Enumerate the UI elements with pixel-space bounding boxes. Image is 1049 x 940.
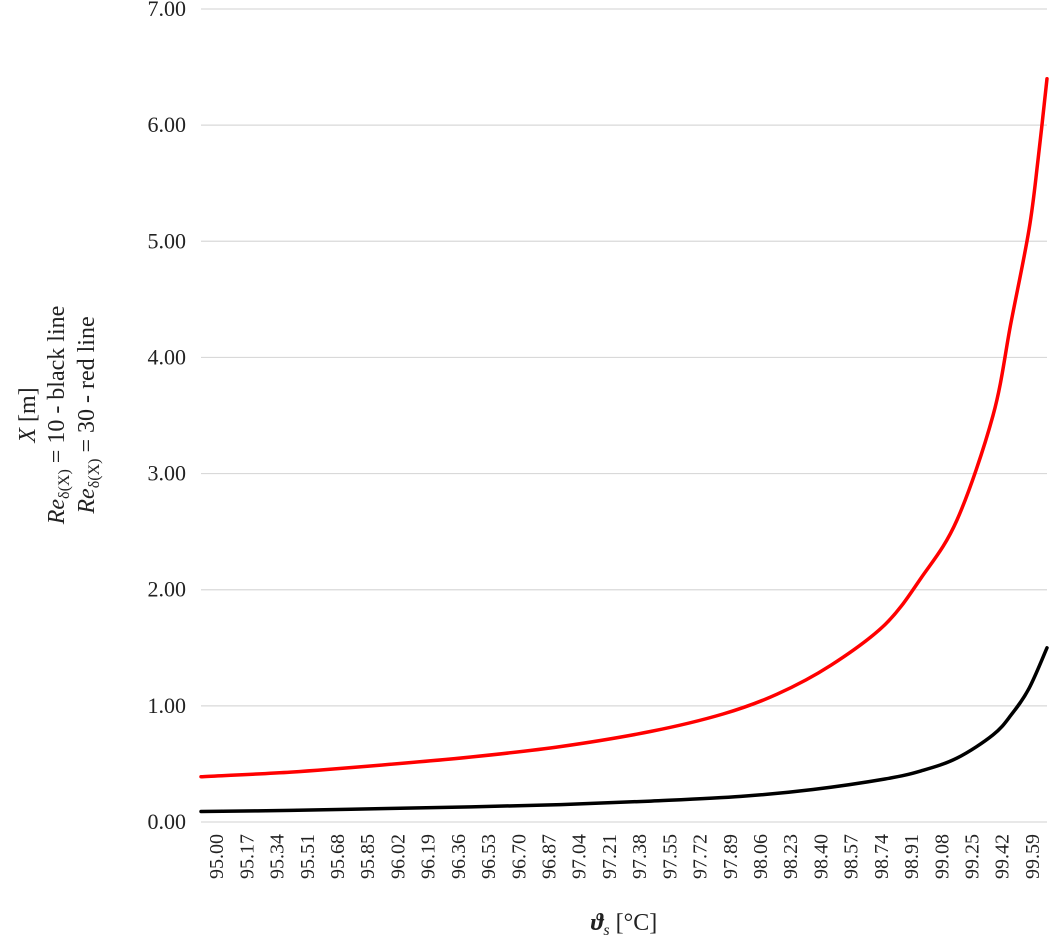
x-tick-label: 97.55 [659, 834, 681, 879]
y-tick-label: 6.00 [148, 112, 187, 137]
x-tick-label: 95.68 [327, 834, 349, 879]
x-tick-label: 98.23 [780, 834, 802, 879]
x-axis-title: ϑs [°C] [591, 910, 657, 939]
series-line [199, 76, 1049, 779]
series-line [199, 646, 1049, 814]
x-axis-ticks: 95.00 95.17 95.34 95.51 95.68 95.85 96.02 96.19… [206, 834, 1044, 879]
y-tick-label: 0.00 [148, 809, 187, 834]
x-tick-label: 95.85 [357, 834, 379, 879]
x-tick-label: 97.89 [720, 834, 742, 879]
y-tick-label: 5.00 [148, 228, 187, 253]
y-axis-ticks: 0.00 1.00 2.00 3.00 4.00 5.00 6.00 7.00 [148, 0, 187, 834]
x-tick-label: 96.70 [508, 834, 530, 879]
x-tick-label: 98.57 [841, 834, 863, 879]
x-tick-label: 96.87 [538, 834, 560, 879]
x-tick-label: 98.74 [871, 834, 893, 879]
x-tick-label: 97.38 [629, 834, 651, 879]
x-tick-label: 98.06 [750, 834, 772, 879]
x-tick-label: 96.19 [418, 834, 440, 879]
series-lines [199, 76, 1049, 814]
gridlines [201, 8, 1047, 823]
x-tick-label: 99.08 [931, 834, 953, 879]
x-tick-label: 96.02 [387, 834, 409, 879]
y-tick-label: 2.00 [148, 577, 187, 602]
x-tick-label: 95.51 [297, 834, 319, 879]
x-tick-label: 98.40 [810, 834, 832, 879]
y-axis-title-line: Reδ(X) = 10 - black line [44, 306, 73, 526]
x-tick-label: 95.34 [267, 834, 289, 879]
x-tick-label: 97.21 [599, 834, 621, 879]
x-tick-label: 99.59 [1022, 834, 1044, 879]
y-tick-label: 7.00 [148, 0, 187, 21]
x-tick-label: 96.53 [478, 834, 500, 879]
y-tick-label: 1.00 [148, 693, 187, 718]
x-tick-label: 97.04 [569, 834, 591, 879]
y-tick-label: 4.00 [148, 344, 187, 369]
x-tick-label: 97.72 [690, 834, 712, 879]
x-tick-label: 99.42 [992, 834, 1014, 879]
x-tick-label: 95.00 [206, 834, 228, 879]
x-tick-label: 95.17 [236, 834, 258, 879]
x-tick-label: 98.91 [901, 834, 923, 879]
y-axis-title-line: Reδ(X) = 30 - red line [74, 316, 103, 514]
x-tick-label: 96.36 [448, 834, 470, 879]
y-axis-title-line: X [m] [15, 387, 41, 443]
y-tick-label: 3.00 [148, 461, 187, 486]
x-tick-label: 99.25 [961, 834, 983, 879]
